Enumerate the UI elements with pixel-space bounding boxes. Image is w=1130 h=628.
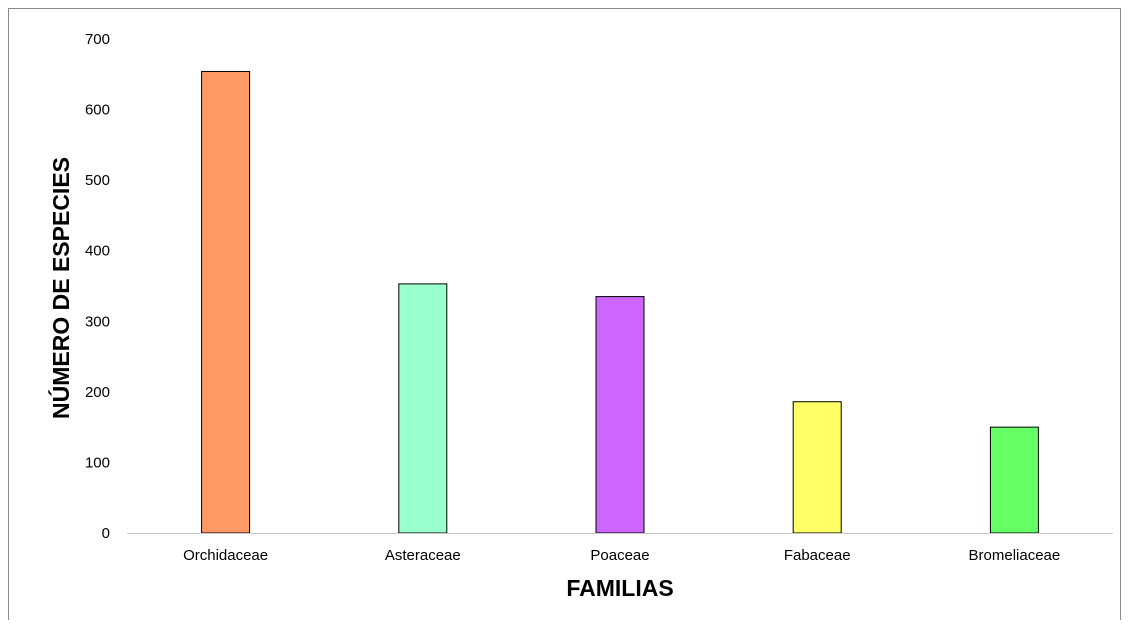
x-axis-ticks: Orchidaceae Asteraceae Poaceae Fabaceae Brom… (183, 547, 1060, 564)
y-tick-label: 500 (85, 172, 110, 189)
bar-bromeliaceae (989, 426, 1039, 534)
y-tick-label: 700 (85, 31, 110, 48)
x-tick-label: Fabaceae (784, 547, 851, 564)
bar-poaceae (595, 296, 645, 534)
y-tick-label: 300 (85, 313, 110, 330)
bar-orchidaceae (201, 70, 251, 534)
y-axis-title: NÚMERO DE ESPECIES (47, 157, 74, 419)
x-tick-label: Poaceae (590, 547, 649, 564)
y-tick-label: 200 (85, 384, 110, 401)
y-tick-label: 100 (85, 454, 110, 471)
x-tick-label: Bromeliaceae (969, 547, 1061, 564)
bar-fabaceae (792, 401, 842, 534)
y-tick-label: 600 (85, 102, 110, 119)
bar-asteraceae (398, 283, 448, 534)
y-tick-label: 400 (85, 243, 110, 260)
bars-group (201, 70, 1039, 534)
x-tick-label: Asteraceae (385, 547, 461, 564)
y-axis-ticks: 0 100 200 300 400 500 600 700 (85, 31, 110, 542)
x-tick-label: Orchidaceae (183, 547, 268, 564)
chart-frame (8, 8, 1121, 620)
x-axis-title: FAMILIAS (566, 575, 673, 601)
y-tick-label: 0 (102, 525, 110, 542)
